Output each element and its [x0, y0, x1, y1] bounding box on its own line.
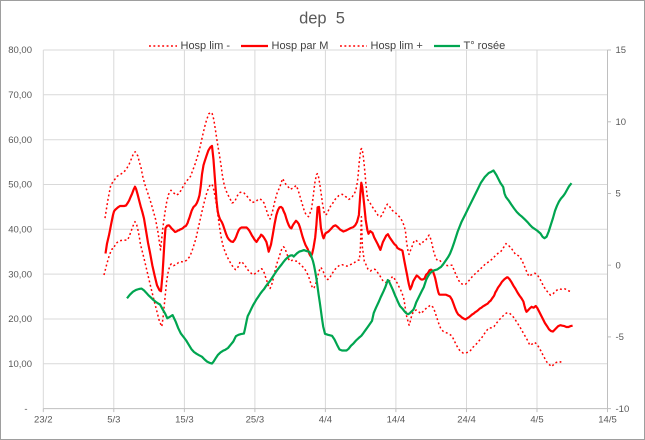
svg-text:Hosp lim -: Hosp lim -: [181, 40, 231, 52]
svg-text:30,00: 30,00: [8, 269, 32, 280]
svg-text:T° rosée: T° rosée: [464, 40, 506, 52]
svg-text:14/5: 14/5: [598, 415, 617, 426]
svg-text:60,00: 60,00: [8, 135, 32, 146]
svg-text:50,00: 50,00: [8, 180, 32, 191]
svg-text:10,00: 10,00: [8, 359, 32, 370]
svg-text:24/4: 24/4: [457, 415, 476, 426]
svg-text:25/3: 25/3: [246, 415, 265, 426]
svg-text:14/4: 14/4: [387, 415, 406, 426]
svg-text:-: -: [24, 404, 27, 415]
svg-text:40,00: 40,00: [8, 225, 32, 236]
svg-text:Hosp par M: Hosp par M: [272, 40, 329, 52]
svg-text:70,00: 70,00: [8, 90, 32, 101]
svg-text:15/3: 15/3: [175, 415, 194, 426]
svg-text:10: 10: [616, 117, 627, 128]
svg-text:dep 5: dep 5: [299, 10, 345, 28]
svg-text:5/3: 5/3: [107, 415, 120, 426]
svg-text:4/5: 4/5: [530, 415, 543, 426]
svg-text:-10: -10: [616, 404, 630, 415]
svg-text:-5: -5: [616, 332, 624, 343]
svg-text:0: 0: [616, 260, 621, 271]
svg-text:15: 15: [616, 45, 627, 56]
svg-text:20,00: 20,00: [8, 314, 32, 325]
svg-text:5: 5: [616, 189, 621, 200]
svg-text:23/2: 23/2: [34, 415, 53, 426]
svg-text:80,00: 80,00: [8, 45, 32, 56]
svg-text:Hosp lim +: Hosp lim +: [371, 40, 423, 52]
svg-text:4/4: 4/4: [319, 415, 332, 426]
